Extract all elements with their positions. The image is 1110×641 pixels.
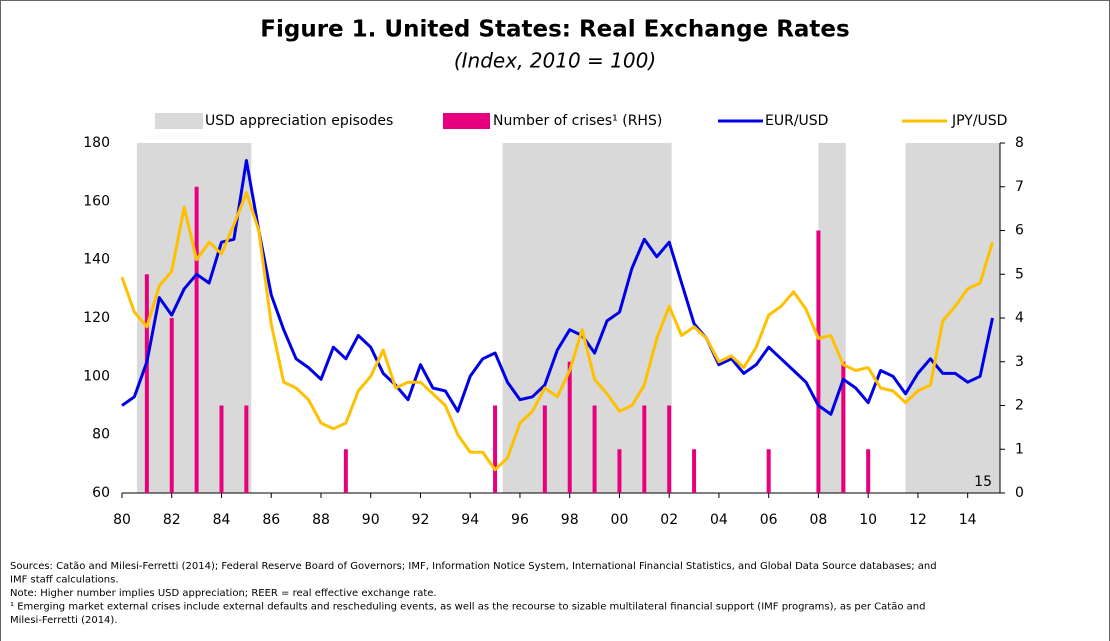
- crisis-bar: [144, 274, 149, 493]
- x-tick-label: 96: [511, 512, 529, 528]
- crisis-bar: [567, 361, 572, 493]
- y2-tick-label: 3: [1015, 354, 1024, 370]
- crisis-bar: [244, 405, 249, 493]
- note: ¹ Emerging market external crises includ…: [10, 602, 925, 613]
- y-tick-label: 60: [92, 485, 110, 501]
- appreciation-episode: [905, 143, 1000, 493]
- crisis-bar: [219, 405, 224, 493]
- legend-swatch: [443, 113, 490, 129]
- note: IMF staff calculations.: [10, 575, 119, 586]
- x-tick-label: 08: [810, 512, 828, 528]
- x-tick-label: 02: [660, 512, 678, 528]
- y2-tick-label: 4: [1015, 310, 1024, 326]
- y-tick-label: 80: [92, 427, 110, 443]
- note: Sources: Catão and Milesi-Ferretti (2014…: [10, 561, 937, 572]
- crisis-bar: [542, 405, 547, 493]
- crisis-bar: [766, 449, 771, 493]
- x-tick-label: 88: [312, 512, 330, 528]
- crisis-bar: [194, 186, 199, 493]
- x-tick-label: 06: [760, 512, 778, 528]
- x-tick-label: 86: [262, 512, 280, 528]
- legend-label: USD appreciation episodes: [205, 113, 393, 129]
- crisis-bar: [692, 449, 697, 493]
- y-tick-label: 100: [83, 368, 110, 384]
- y-tick-label: 120: [83, 310, 110, 326]
- crisis-bar: [493, 405, 498, 493]
- x-tick-label: 00: [611, 512, 629, 528]
- crisis-bar: [169, 318, 174, 493]
- legend-label: Number of crises¹ (RHS): [493, 113, 662, 129]
- x-tick-label: 12: [909, 512, 927, 528]
- x-tick-label: 92: [412, 512, 430, 528]
- x-tick-label: 98: [561, 512, 579, 528]
- appreciation-episode: [818, 143, 846, 493]
- y-tick-label: 140: [83, 252, 110, 268]
- crisis-bar: [866, 449, 871, 493]
- series-line: [121, 159, 994, 416]
- annotation: 15: [974, 474, 992, 490]
- x-tick-label: 82: [163, 512, 181, 528]
- chart-subtitle: (Index, 2010 = 100): [454, 49, 656, 73]
- x-tick-label: 10: [859, 512, 877, 528]
- y2-tick-label: 0: [1015, 485, 1024, 501]
- note: Milesi-Ferretti (2014).: [10, 615, 118, 626]
- x-tick-label: 80: [113, 512, 131, 528]
- chart-title: Figure 1. United States: Real Exchange R…: [260, 17, 849, 43]
- y2-tick-label: 1: [1015, 441, 1024, 457]
- legend-swatch: [155, 113, 203, 129]
- x-tick-label: 84: [213, 512, 231, 528]
- x-tick-label: 14: [959, 512, 977, 528]
- crisis-bar: [642, 405, 647, 493]
- series-line: [120, 191, 994, 472]
- legend-label: EUR/USD: [765, 113, 828, 129]
- crisis-bar: [617, 449, 622, 493]
- x-tick-label: 90: [362, 512, 380, 528]
- crisis-bar: [816, 230, 821, 493]
- legend-label: JPY/USD: [951, 113, 1007, 129]
- y2-tick-label: 6: [1015, 223, 1024, 239]
- crisis-bar: [343, 449, 348, 493]
- y-tick-label: 180: [83, 135, 110, 151]
- y2-tick-label: 7: [1015, 179, 1024, 195]
- x-tick-label: 94: [461, 512, 479, 528]
- crisis-bar: [667, 405, 672, 493]
- y2-tick-label: 8: [1015, 135, 1024, 151]
- x-tick-label: 04: [710, 512, 728, 528]
- crisis-bar: [841, 361, 846, 493]
- crisis-bar: [592, 405, 597, 493]
- y-tick-label: 160: [83, 193, 110, 209]
- y2-tick-label: 5: [1015, 266, 1024, 282]
- note: Note: Higher number implies USD apprecia…: [10, 588, 437, 599]
- y2-tick-label: 2: [1015, 398, 1024, 414]
